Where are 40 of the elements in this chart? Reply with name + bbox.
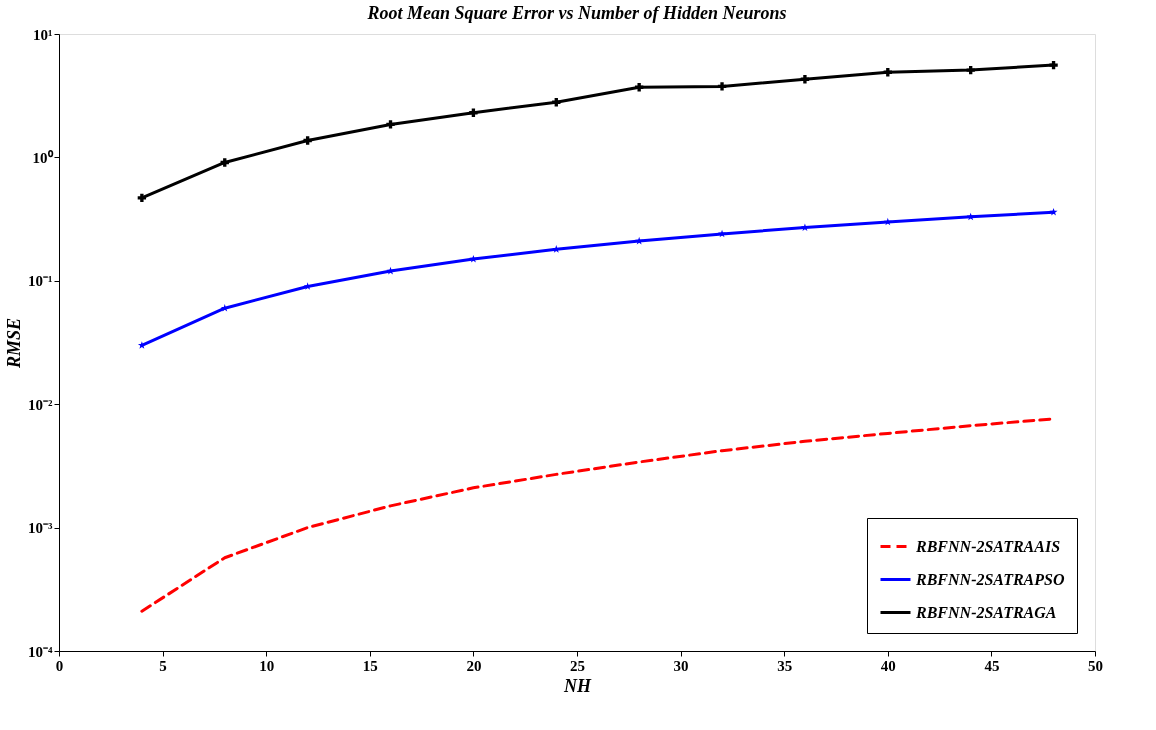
x-tick-label: 50 xyxy=(1088,657,1103,674)
x-tick-label: 25 xyxy=(570,657,585,674)
x-tick-label: 0 xyxy=(55,657,64,674)
y-tick-label: 10⁻³ xyxy=(28,520,53,537)
x-tick-label: 10 xyxy=(259,657,275,674)
legend-label: RBFNN-2SATRAAIS xyxy=(915,537,1061,555)
x-axis-title: NH xyxy=(563,675,592,696)
point xyxy=(303,136,312,145)
legend-label: RBFNN-2SATRAGA xyxy=(915,603,1057,621)
y-axis-title: RMSE xyxy=(4,317,24,370)
point xyxy=(386,120,395,129)
point xyxy=(634,83,644,92)
point xyxy=(966,65,975,75)
point xyxy=(800,223,809,231)
chart-title: Root Mean Square Error vs Number of Hidden Neurons xyxy=(366,3,787,23)
x-tick-label: 35 xyxy=(777,657,793,674)
y-tick-label: 10⁻¹ xyxy=(28,273,53,290)
point xyxy=(800,75,810,84)
x-tick-label: 30 xyxy=(673,657,689,674)
point xyxy=(717,82,727,91)
y-tick-label: 10⁻² xyxy=(28,396,53,413)
point xyxy=(137,193,147,203)
point xyxy=(635,236,644,245)
x-tick-label: 15 xyxy=(362,657,378,674)
point xyxy=(1049,60,1058,70)
point xyxy=(1049,207,1058,216)
y-tick-label: 10⁻⁴ xyxy=(28,643,53,660)
y-tick-label: 10¹ xyxy=(33,26,53,43)
point xyxy=(966,212,975,221)
point xyxy=(220,303,229,312)
y-tick-label: 10⁰ xyxy=(32,148,54,166)
point xyxy=(469,108,478,117)
x-tick-label: 40 xyxy=(880,657,896,674)
x-tick-label: 45 xyxy=(984,657,1000,674)
point xyxy=(137,341,146,349)
x-tick-label: 20 xyxy=(466,657,482,674)
x-tick-label: 5 xyxy=(159,657,167,674)
point xyxy=(220,158,229,167)
legend-label: RBFNN-2SATRAPSO xyxy=(915,570,1065,588)
point xyxy=(718,229,727,238)
